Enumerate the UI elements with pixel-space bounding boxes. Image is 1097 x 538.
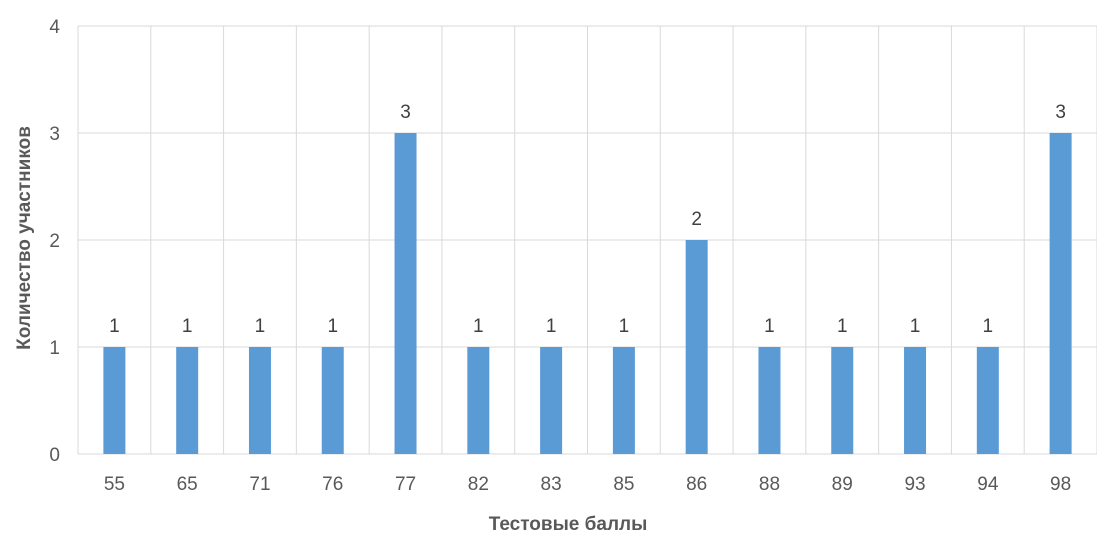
bar-71 — [248, 347, 271, 454]
bar-89 — [831, 347, 854, 454]
x-tick-label-65: 65 — [177, 474, 198, 495]
data-label-93: 1 — [910, 316, 921, 337]
data-label-71: 1 — [255, 316, 266, 337]
bar-55 — [103, 347, 126, 454]
bars — [103, 133, 1072, 454]
x-axis-title: Тестовые баллы — [489, 514, 648, 533]
data-label-98: 3 — [1055, 102, 1066, 123]
x-tick-label-83: 83 — [541, 474, 562, 495]
y-tick-label: 1 — [49, 338, 60, 359]
y-tick-label: 3 — [49, 124, 60, 145]
data-label-82: 1 — [473, 316, 484, 337]
bar-65 — [176, 347, 199, 454]
x-tick-label-82: 82 — [468, 474, 489, 495]
data-label-89: 1 — [837, 316, 848, 337]
bar-88 — [758, 347, 781, 454]
x-tick-label-85: 85 — [613, 474, 634, 495]
data-label-85: 1 — [619, 316, 630, 337]
bar-85 — [612, 347, 635, 454]
data-label-77: 3 — [400, 102, 411, 123]
y-tick-label: 0 — [49, 445, 60, 466]
x-axis-ticks: 55 65 71 76 77 82 83 85 86 88 89 93 94 98 — [104, 474, 1071, 495]
data-labels: 1 1 1 1 3 1 1 1 2 1 1 1 1 3 — [109, 102, 1066, 337]
x-tick-label-93: 93 — [904, 474, 925, 495]
x-tick-label-88: 88 — [759, 474, 780, 495]
bar-94 — [976, 347, 999, 454]
y-axis-title: Количество участников — [14, 126, 35, 350]
bar-86 — [685, 240, 708, 454]
bar-82 — [467, 347, 490, 454]
bar-83 — [540, 347, 563, 454]
x-tick-label-86: 86 — [686, 474, 707, 495]
x-tick-label-71: 71 — [249, 474, 270, 495]
data-label-55: 1 — [109, 316, 120, 337]
x-tick-label-89: 89 — [832, 474, 853, 495]
data-label-83: 1 — [546, 316, 557, 337]
bar-76 — [321, 347, 344, 454]
bar-98 — [1049, 133, 1072, 454]
data-label-76: 1 — [327, 316, 338, 337]
data-label-86: 2 — [691, 209, 702, 230]
data-label-88: 1 — [764, 316, 775, 337]
x-tick-label-94: 94 — [977, 474, 999, 495]
x-tick-label-77: 77 — [395, 474, 416, 495]
grid — [77, 25, 1097, 455]
x-tick-label-55: 55 — [104, 474, 125, 495]
data-label-94: 1 — [983, 316, 994, 337]
x-tick-label-98: 98 — [1050, 474, 1071, 495]
y-tick-label: 2 — [49, 231, 60, 252]
x-tick-label-76: 76 — [322, 474, 343, 495]
y-tick-label: 4 — [49, 17, 60, 38]
bar-93 — [904, 347, 927, 454]
data-label-65: 1 — [182, 316, 193, 337]
y-axis-ticks: 0 1 2 3 4 — [49, 17, 60, 466]
bar-77 — [394, 133, 417, 454]
